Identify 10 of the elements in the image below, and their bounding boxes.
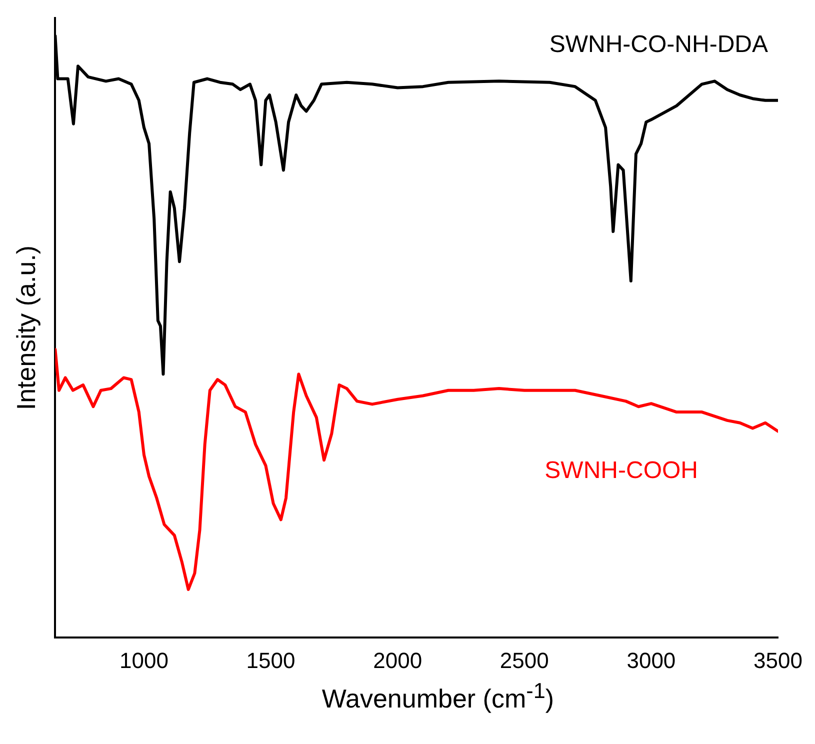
x-tick-label: 3000 xyxy=(626,648,676,673)
series-label: SWNH-CO-NH-DDA xyxy=(549,31,768,58)
y-axis-title: Intensity (a.u.) xyxy=(10,245,41,410)
series-label: SWNH-COOH xyxy=(544,456,698,484)
x-tick-label: 2500 xyxy=(500,648,549,673)
x-tick-label: 2000 xyxy=(373,648,422,673)
x-axis-title: Wavenumber (cm$^{-1}$) xyxy=(320,678,556,715)
x-tick-label: 1000 xyxy=(119,648,168,673)
x-tick-label: 3500 xyxy=(754,648,802,673)
x-tick-label: 1500 xyxy=(246,648,296,673)
